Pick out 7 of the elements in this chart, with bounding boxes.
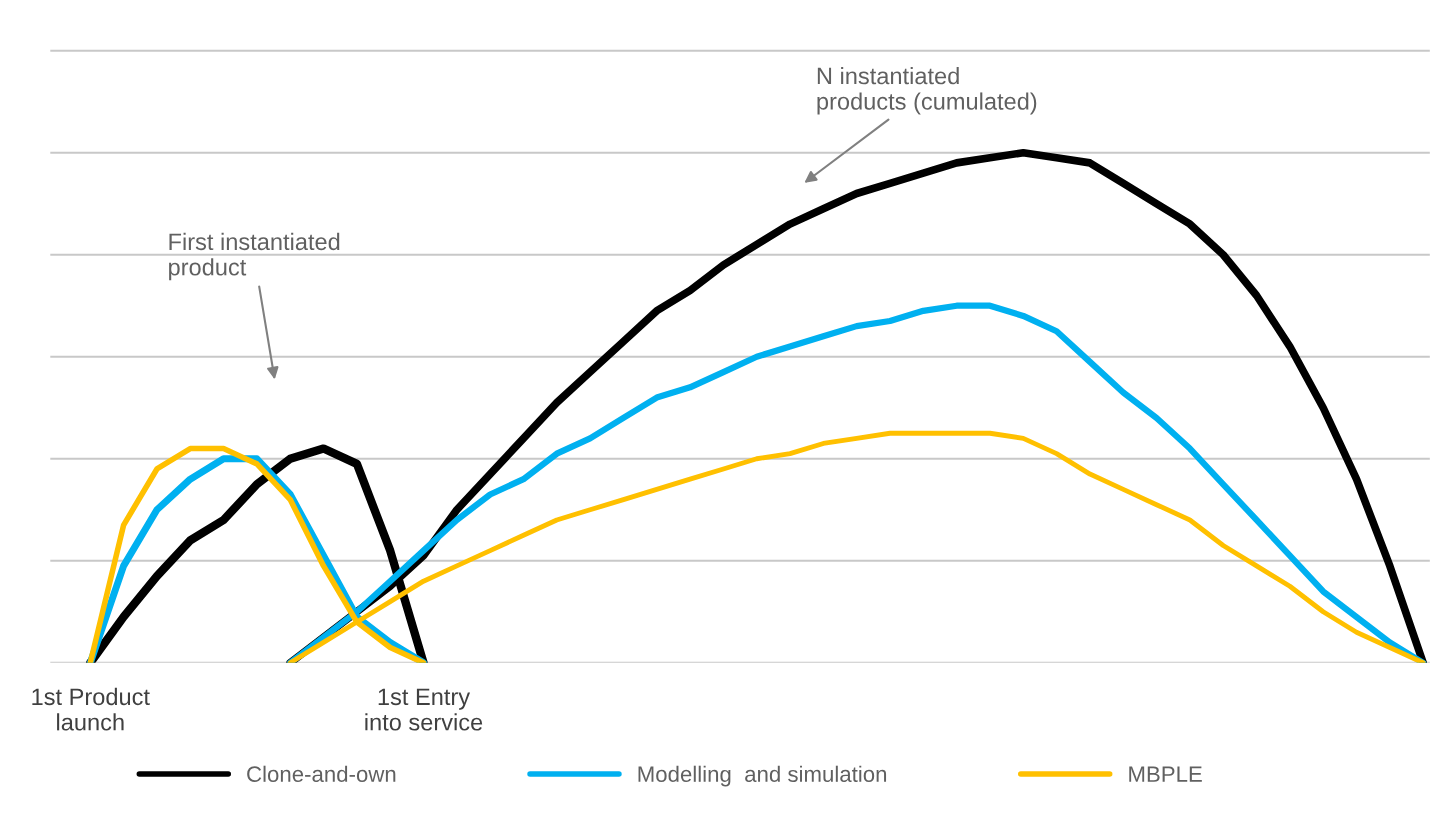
legend-label: MBPLE <box>1129 766 1202 782</box>
legend-label: Modelling and simulation <box>638 765 887 787</box>
text: N instantiated products (cumulated) <box>817 67 1037 115</box>
x-tick-label: 1st Product launch <box>32 687 150 731</box>
annotation: First instantiated product <box>169 232 340 281</box>
x-tick-label: 1st Entry into service <box>365 688 483 731</box>
legend-label: Clone-and-own <box>247 765 396 783</box>
